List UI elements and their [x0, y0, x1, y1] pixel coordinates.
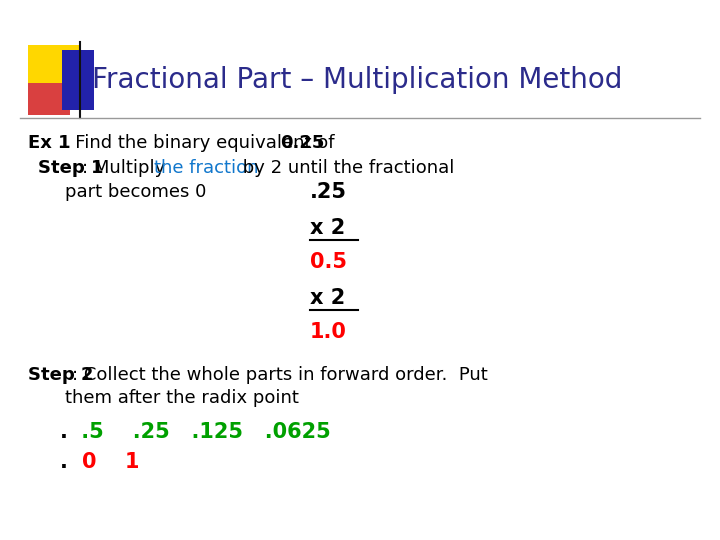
Text: Step 1: Step 1	[38, 159, 104, 177]
Text: part becomes 0: part becomes 0	[65, 183, 207, 201]
Text: .: .	[60, 452, 68, 472]
FancyBboxPatch shape	[28, 45, 80, 97]
Text: x 2: x 2	[310, 288, 346, 308]
Text: them after the radix point: them after the radix point	[65, 389, 299, 407]
Text: Ex 1: Ex 1	[28, 134, 71, 152]
Text: : Collect the whole parts in forward order.  Put: : Collect the whole parts in forward ord…	[72, 366, 487, 384]
FancyBboxPatch shape	[62, 50, 94, 110]
Text: x 2: x 2	[310, 218, 346, 238]
Text: 0.25: 0.25	[280, 134, 325, 152]
Text: by 2 until the fractional: by 2 until the fractional	[237, 159, 454, 177]
Text: 0: 0	[82, 452, 96, 472]
Text: 1: 1	[125, 452, 140, 472]
Text: .5    .25   .125   .0625: .5 .25 .125 .0625	[74, 422, 330, 442]
Text: 0.5: 0.5	[310, 252, 347, 272]
Text: : Multiply: : Multiply	[82, 159, 171, 177]
Text: .: .	[60, 422, 68, 442]
Text: .25: .25	[310, 182, 347, 202]
Text: .  Find the binary equivalent of: . Find the binary equivalent of	[58, 134, 341, 152]
FancyBboxPatch shape	[28, 83, 70, 115]
Text: Step 2: Step 2	[28, 366, 94, 384]
Text: the fraction: the fraction	[154, 159, 258, 177]
Text: Fractional Part – Multiplication Method: Fractional Part – Multiplication Method	[92, 66, 622, 94]
Text: 1.0: 1.0	[310, 322, 347, 342]
